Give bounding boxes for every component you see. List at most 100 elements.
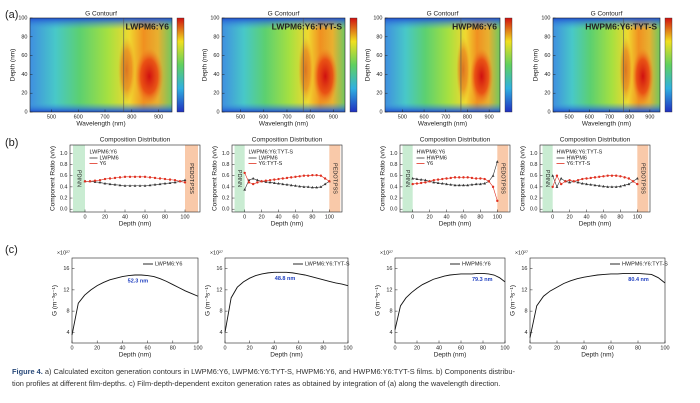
legend-title: LWPM6:Y6 xyxy=(90,149,117,155)
point xyxy=(576,178,580,182)
point xyxy=(173,180,177,184)
y-tick-label: 0.0 xyxy=(390,207,398,213)
x-tick-label: 60 xyxy=(608,345,614,351)
x-tick-label: 0 xyxy=(393,345,396,351)
region xyxy=(234,145,245,212)
point xyxy=(478,182,482,186)
point xyxy=(564,180,567,183)
legend-label: HWPM6 xyxy=(427,155,447,161)
point xyxy=(474,177,478,180)
point xyxy=(173,178,177,182)
x-tick-label: 0 xyxy=(528,345,531,351)
point xyxy=(432,178,436,182)
annotation: 52.3 nm xyxy=(128,278,149,284)
point xyxy=(602,175,605,178)
legend-title: HWPM6:Y6:TYT-S xyxy=(557,149,603,155)
panel-name: LWPM6:Y6:TYT-S xyxy=(272,21,343,31)
point xyxy=(255,178,259,182)
point xyxy=(551,185,554,189)
x-tick-label: 0 xyxy=(551,214,554,220)
x-tick-label: 600 xyxy=(74,114,83,120)
y-axis-label: G (m⁻³s⁻¹) xyxy=(205,285,212,316)
y-axis-label: Depth (nm) xyxy=(365,49,372,82)
point xyxy=(411,177,415,180)
point xyxy=(306,174,310,177)
y-tick-label: 16 xyxy=(521,266,527,272)
heatmap-hotspot xyxy=(619,36,633,103)
point xyxy=(419,178,423,181)
x-tick-label: 500 xyxy=(236,114,245,120)
point xyxy=(138,184,142,187)
chart-title: G Contourf xyxy=(85,11,117,18)
x-tick-label: 40 xyxy=(271,345,277,351)
point xyxy=(247,181,251,184)
y-tick-label: 0.4 xyxy=(390,184,398,190)
point xyxy=(315,185,319,189)
point xyxy=(424,181,427,184)
x-tick-label: 80 xyxy=(617,214,623,220)
region-label: PEDOT:PSS xyxy=(188,163,194,194)
point xyxy=(256,181,259,184)
point xyxy=(315,173,318,177)
y-tick-label: 80 xyxy=(21,34,27,40)
point xyxy=(153,183,157,186)
panel-label: (c) xyxy=(5,244,18,256)
point xyxy=(589,176,592,180)
point xyxy=(415,177,419,181)
heatmap-hotspot xyxy=(456,36,471,103)
caption-text: a) Calculated exciton generation contour… xyxy=(45,367,516,376)
point xyxy=(423,178,427,182)
y-tick-label: 100 xyxy=(373,15,382,21)
point xyxy=(483,177,486,181)
y-tick-label: 0.6 xyxy=(390,173,398,179)
point xyxy=(559,182,563,186)
y-axis-label: G (m⁻³s⁻¹) xyxy=(375,285,382,316)
point xyxy=(319,174,323,177)
x-tick-label: 80 xyxy=(309,214,315,220)
point xyxy=(483,182,487,185)
point xyxy=(277,177,280,181)
y-tick-label: 1.0 xyxy=(60,151,68,157)
x-axis-label: Wavelength (nm) xyxy=(582,121,631,128)
axis-multiplier: ×10²⁷ xyxy=(57,249,70,256)
x-axis-label: Depth (nm) xyxy=(119,221,152,228)
point xyxy=(491,174,495,177)
x-tick-label: 100 xyxy=(660,345,669,351)
point xyxy=(610,174,614,177)
point xyxy=(576,180,580,184)
y-tick-label: 60 xyxy=(544,53,550,59)
point xyxy=(635,177,639,180)
y-tick-label: 60 xyxy=(21,53,27,59)
point xyxy=(168,181,172,184)
point xyxy=(243,171,246,175)
x-tick-label: 0 xyxy=(243,214,246,220)
point xyxy=(445,177,448,180)
panel-name: LWPM6:Y6 xyxy=(126,21,170,31)
heatmap-edge xyxy=(222,18,345,30)
x-tick-label: 80 xyxy=(635,345,641,351)
point xyxy=(298,184,302,188)
x-tick-label: 0 xyxy=(223,345,226,351)
x-tick-label: 500 xyxy=(565,114,574,120)
point xyxy=(128,175,132,179)
x-tick-label: 700 xyxy=(282,114,291,120)
annotation: 79.3 nm xyxy=(472,277,493,283)
x-tick-label: 20 xyxy=(247,345,253,351)
y-tick-label: 0.2 xyxy=(222,195,230,201)
point xyxy=(113,176,117,180)
x-tick-label: 40 xyxy=(275,214,281,220)
y-tick-label: 40 xyxy=(376,72,382,78)
y-axis-label: Component Ratio (v/v) xyxy=(380,146,387,211)
heatmap-hotspot xyxy=(632,48,654,105)
y-tick-label: 0 xyxy=(547,109,550,115)
x-tick-label: 900 xyxy=(329,114,338,120)
colorbar xyxy=(176,17,185,113)
point xyxy=(273,178,276,181)
region-label: PEDOT:PSS xyxy=(331,163,337,194)
heatmap-edge xyxy=(222,102,345,112)
x-tick-label: 80 xyxy=(480,345,486,351)
y-axis-label: Depth (nm) xyxy=(533,49,540,82)
point xyxy=(419,181,423,185)
point xyxy=(268,178,272,182)
x-tick-label: 100 xyxy=(633,214,642,220)
